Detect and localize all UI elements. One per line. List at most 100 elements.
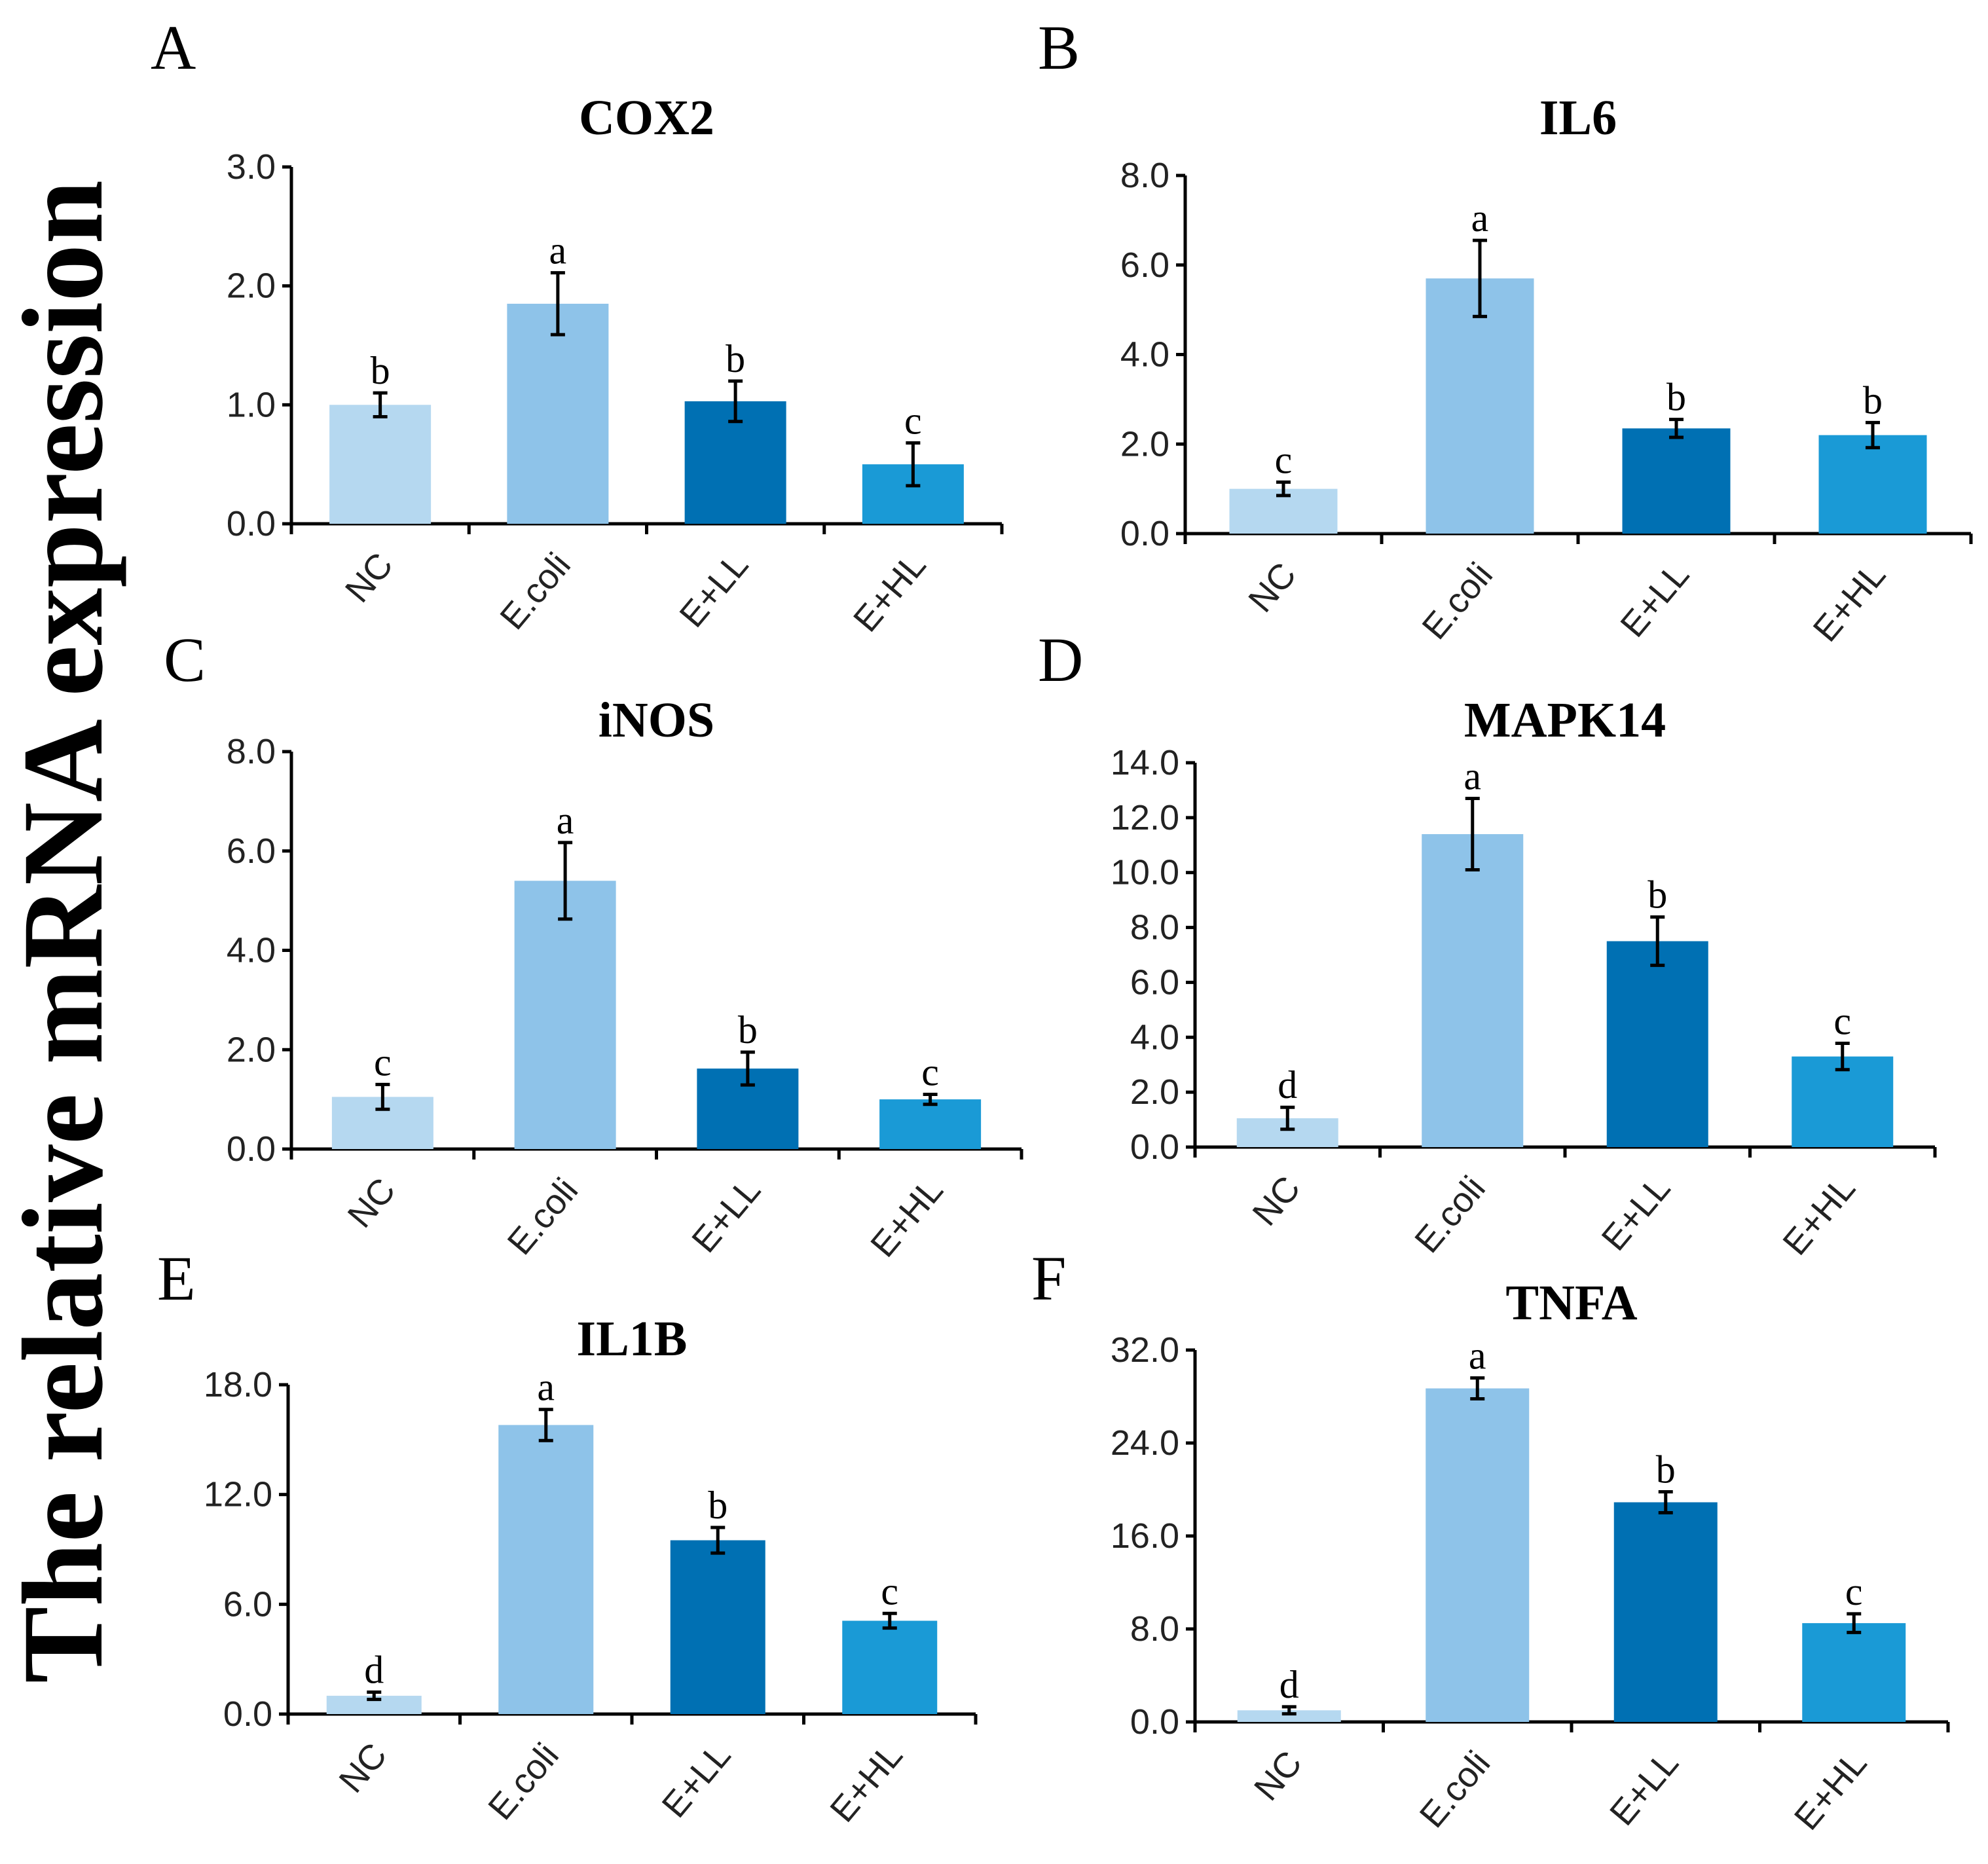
panel-letter: F [1031, 1243, 1066, 1313]
category-label: E+LL [672, 545, 756, 634]
significance-label: a [549, 229, 567, 272]
y-tick-label: 32.0 [1111, 1330, 1179, 1370]
category-label: NC [1241, 555, 1304, 619]
significance-label: b [1863, 378, 1883, 422]
y-tick-label: 0.0 [1130, 1702, 1179, 1742]
panel-letter: E [157, 1243, 196, 1313]
chart-panel-f: F TNFA 0.0 8.0 16.0 24.0 32.0 d NC a E.coli b E+LL c E… [1031, 1243, 1950, 1837]
bar-e-hl [1802, 1623, 1906, 1722]
category-label: NC [1247, 1744, 1310, 1808]
y-tick-label: 4.0 [227, 931, 276, 970]
y-tick-label: 6.0 [227, 831, 276, 871]
bar-e-coli [498, 1425, 594, 1714]
y-tick-label: 6.0 [223, 1584, 272, 1624]
y-tick-label: 0.0 [1130, 1127, 1179, 1167]
bar-e-ll [1613, 1502, 1718, 1722]
y-tick-label: 6.0 [1120, 246, 1169, 285]
category-label: E+HL [863, 1171, 951, 1264]
significance-label: b [371, 349, 390, 392]
chart-panel-b: B IL6 0.0 2.0 4.0 6.0 8.0 c NC a E.coli b E+LL b E+HL [1038, 12, 1973, 649]
y-tick-label: 6.0 [1130, 962, 1179, 1002]
significance-label: b [726, 337, 745, 380]
bar-e-hl [1818, 435, 1927, 534]
y-tick-label: 2.0 [1120, 424, 1169, 464]
category-label: E+LL [1594, 1169, 1678, 1258]
shared-y-axis-label: The relative mRNA expression [0, 180, 127, 1683]
category-label: E.coli [1412, 1744, 1498, 1835]
y-tick-label: 3.0 [227, 147, 276, 187]
bar-e-ll [670, 1540, 765, 1714]
significance-label: d [1279, 1663, 1299, 1706]
y-tick-label: 12.0 [1111, 798, 1179, 837]
category-label: NC [340, 1171, 403, 1235]
panel-letter: C [164, 625, 206, 695]
category-label: E+HL [1805, 555, 1893, 649]
bar-e-coli [514, 881, 616, 1149]
significance-label: a [1471, 196, 1489, 240]
significance-label: d [1278, 1063, 1297, 1106]
category-label: E+HL [846, 545, 934, 639]
significance-label: c [881, 1569, 898, 1613]
significance-label: b [738, 1008, 758, 1051]
category-label: E+HL [1775, 1169, 1863, 1262]
y-tick-label: 0.0 [227, 504, 276, 543]
category-label: E+LL [684, 1171, 768, 1260]
bar-e-coli [1426, 1388, 1530, 1722]
significance-label: b [1656, 1448, 1676, 1491]
category-label: E+LL [1602, 1744, 1686, 1833]
y-tick-label: 0.0 [1120, 514, 1169, 553]
panel-title: COX2 [579, 90, 714, 145]
bar-e-coli [507, 303, 609, 524]
y-tick-label: 0.0 [223, 1694, 272, 1734]
chart-panel-e: E IL1B 0.0 6.0 12.0 18.0 d NC a E.coli b E+LL c E+HL [157, 1243, 978, 1829]
category-label: E+LL [654, 1736, 738, 1825]
bar-e-coli [1426, 278, 1534, 534]
y-tick-label: 24.0 [1111, 1423, 1179, 1463]
category-label: E.coli [1414, 555, 1500, 647]
significance-label: c [904, 399, 922, 442]
significance-label: b [1666, 376, 1686, 419]
y-tick-label: 8.0 [1120, 156, 1169, 195]
category-label: E.coli [500, 1171, 585, 1262]
y-tick-label: 18.0 [204, 1365, 272, 1404]
y-tick-label: 4.0 [1130, 1017, 1179, 1057]
bar-e-hl [1792, 1056, 1894, 1147]
panel-title: MAPK14 [1464, 693, 1666, 748]
bar-e-coli [1422, 834, 1524, 1147]
category-label: NC [338, 545, 401, 610]
bar-e-hl [879, 1099, 982, 1149]
panel-letter: A [151, 12, 196, 82]
bar-e-ll [1606, 941, 1708, 1147]
category-label: E.coli [1407, 1169, 1493, 1260]
chart-panel-a: A COX2 0.0 1.0 2.0 3.0 b NC a E.coli b E+LL c E+HL [151, 12, 1004, 639]
significance-label: a [1463, 755, 1481, 798]
y-tick-label: 10.0 [1111, 853, 1179, 892]
panel-title: IL6 [1539, 90, 1617, 145]
category-label: E.coli [481, 1736, 566, 1827]
panel-title: iNOS [598, 693, 714, 748]
chart-panel-d: D MAPK14 0.0 2.0 4.0 6.0 8.0 10.0 12.0 14.0 d NC a E.… [1038, 625, 1937, 1262]
significance-label: b [1647, 873, 1667, 917]
y-tick-label: 0.0 [227, 1129, 276, 1169]
y-tick-label: 12.0 [204, 1475, 272, 1514]
y-tick-label: 14.0 [1111, 743, 1179, 782]
significance-label: c [1833, 1000, 1851, 1043]
y-tick-label: 4.0 [1120, 335, 1169, 375]
y-tick-label: 1.0 [227, 385, 276, 424]
y-tick-label: 8.0 [1130, 1609, 1179, 1649]
category-label: NC [331, 1736, 394, 1800]
panel-title: IL1B [577, 1311, 688, 1366]
y-tick-label: 2.0 [1130, 1072, 1179, 1112]
category-label: NC [1245, 1169, 1308, 1233]
bar-e-hl [842, 1620, 938, 1714]
panel-title: TNFA [1505, 1275, 1637, 1330]
significance-label: d [364, 1648, 384, 1691]
category-label: E+HL [822, 1736, 910, 1829]
panels-group: A COX2 0.0 1.0 2.0 3.0 b NC a E.coli b E+LL c E+HL B IL… [151, 12, 1973, 1837]
bar-nc [1237, 1710, 1341, 1722]
significance-label: a [557, 799, 574, 842]
bar-nc [329, 405, 432, 524]
panel-letter: B [1038, 12, 1080, 82]
bar-e-ll [1622, 428, 1731, 534]
